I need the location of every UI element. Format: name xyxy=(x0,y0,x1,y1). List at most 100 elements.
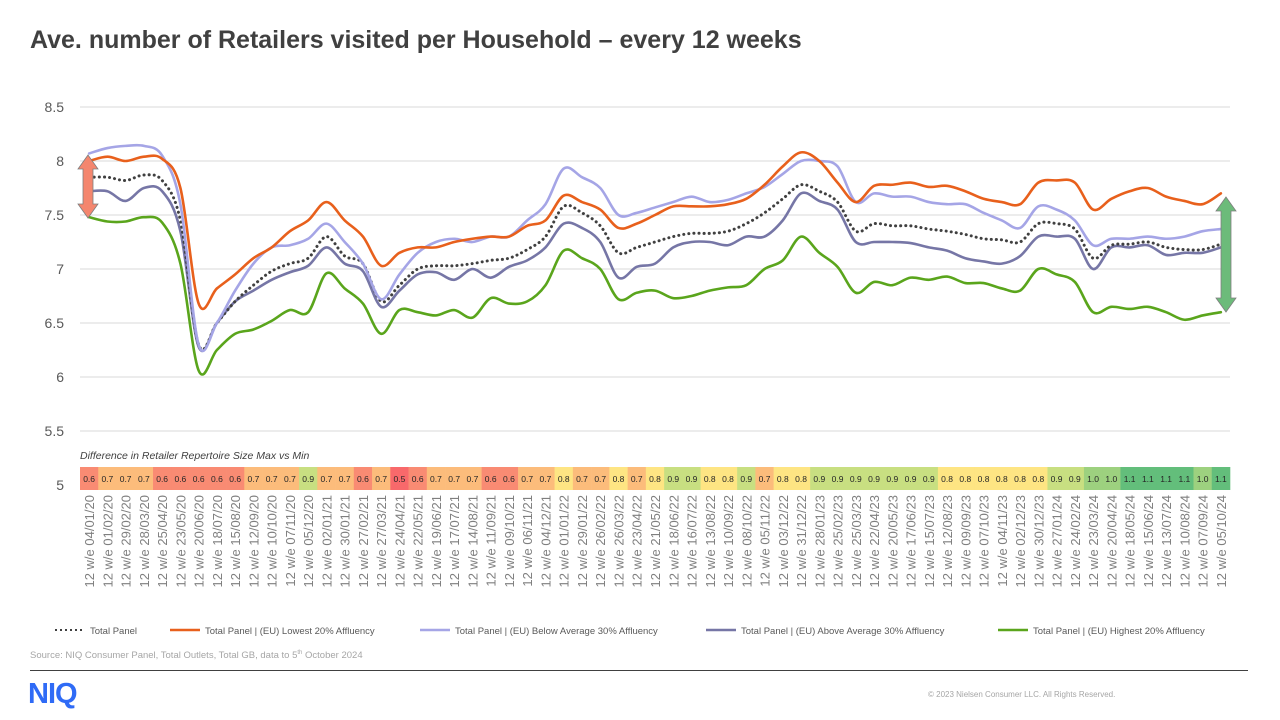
heatmap-value: 0.7 xyxy=(594,474,606,484)
heatmap-value: 0.8 xyxy=(649,474,661,484)
heatmap-cell xyxy=(1065,467,1085,490)
heatmap-cell xyxy=(153,467,172,490)
x-tick-label: 12 w/e 29/01/22 xyxy=(575,495,590,588)
x-tick-label: 12 w/e 18/07/20 xyxy=(210,495,225,588)
heatmap-cell xyxy=(98,467,117,490)
heatmap-cell xyxy=(1175,467,1194,490)
heatmap-cell xyxy=(226,467,245,490)
legend-label: Total Panel | (EU) Above Average 30% Aff… xyxy=(741,626,945,637)
x-tick-label: 12 w/e 28/03/20 xyxy=(137,495,152,588)
heatmap-cell xyxy=(864,467,884,490)
heatmap-value: 0.8 xyxy=(613,474,625,484)
heatmap-cell xyxy=(1211,467,1231,490)
heatmap-cell xyxy=(116,467,136,490)
heatmap-value: 0.7 xyxy=(321,474,333,484)
legend-label: Total Panel | (EU) Below Average 30% Aff… xyxy=(455,626,658,637)
y-tick-label: 6 xyxy=(56,369,64,385)
heatmap-cell xyxy=(1156,467,1176,490)
heatmap-cell xyxy=(335,467,355,490)
x-tick-label: 12 w/e 11/09/21 xyxy=(484,495,499,587)
x-tick-label: 12 w/e 22/04/23 xyxy=(867,495,882,588)
x-tick-label: 12 w/e 26/02/22 xyxy=(593,495,608,588)
y-tick-label: 8 xyxy=(56,153,64,169)
series-line-1 xyxy=(87,150,1223,311)
heatmap-cell xyxy=(280,467,300,490)
x-tick-label: 12 w/e 03/12/22 xyxy=(776,495,791,588)
heatmap-value: 0.8 xyxy=(777,474,789,484)
heatmap-value: 0.5 xyxy=(394,474,406,484)
x-tick-label: 12 w/e 25/04/20 xyxy=(155,495,170,588)
heatmap-value: 0.9 xyxy=(667,474,679,484)
heatmap-cell xyxy=(207,467,227,490)
x-tick-label: 12 w/e 23/04/22 xyxy=(630,495,645,588)
heatmap-cell xyxy=(591,467,610,490)
heatmap-value: 0.6 xyxy=(83,474,95,484)
x-tick-label: 12 w/e 24/02/24 xyxy=(1068,495,1083,588)
heatmap-cell xyxy=(481,467,501,490)
heatmap-value: 0.6 xyxy=(485,474,497,484)
x-tick-label: 12 w/e 30/01/21 xyxy=(338,495,353,588)
x-tick-label: 12 w/e 05/12/20 xyxy=(301,495,316,588)
heatmap-value: 1.0 xyxy=(1105,474,1117,484)
legend-item: Total Panel | (EU) Above Average 30% Aff… xyxy=(706,626,945,637)
heatmap-cell xyxy=(390,467,409,490)
heatmap-cell xyxy=(572,467,592,490)
x-tick-label: 12 w/e 04/12/21 xyxy=(538,495,553,588)
x-tick-label: 12 w/e 23/05/20 xyxy=(173,495,188,588)
heatmap-cell xyxy=(299,467,318,490)
heatmap-value: 0.9 xyxy=(813,474,825,484)
x-tick-label: 12 w/e 05/10/24 xyxy=(1214,495,1229,588)
heatmap-cell xyxy=(773,467,793,490)
y-tick-label: 7 xyxy=(56,261,64,277)
x-tick-label: 12 w/e 13/08/22 xyxy=(703,495,718,588)
x-tick-label: 12 w/e 22/05/21 xyxy=(411,495,426,588)
heatmap-value: 0.8 xyxy=(996,474,1008,484)
heatmap-value: 0.8 xyxy=(722,474,734,484)
x-tick-label: 12 w/e 17/06/23 xyxy=(904,495,919,588)
heatmap-cell xyxy=(134,467,154,490)
source-tail: October 2024 xyxy=(302,650,363,662)
heatmap-value: 1.1 xyxy=(1142,474,1154,484)
y-axis-ticks: 5 5.5 6 6.5 7 7.5 8 8.5 xyxy=(45,99,65,493)
heatmap-cell xyxy=(846,467,866,490)
heatmap-cell xyxy=(353,467,373,490)
heatmap-value: 0.7 xyxy=(339,474,351,484)
x-tick-label: 12 w/e 18/06/22 xyxy=(666,495,681,588)
source-note: Source: NIQ Consumer Panel, Total Outlet… xyxy=(30,650,363,661)
heatmap-cell xyxy=(1083,467,1103,490)
legend-label: Total Panel | (EU) Highest 20% Affluency xyxy=(1033,626,1205,637)
x-tick-label: 12 w/e 09/09/23 xyxy=(958,495,973,588)
x-tick-label: 12 w/e 19/06/21 xyxy=(429,495,444,588)
x-tick-label: 12 w/e 10/09/22 xyxy=(721,495,736,588)
x-tick-label: 12 w/e 14/08/21 xyxy=(465,495,480,588)
heatmap-cell xyxy=(956,467,975,490)
x-tick-label: 12 w/e 06/11/21 xyxy=(520,495,535,587)
heatmap-cell xyxy=(1193,467,1213,490)
x-tick-label: 12 w/e 10/10/20 xyxy=(265,495,280,588)
heatmap-value: 0.7 xyxy=(631,474,643,484)
x-tick-label: 12 w/e 10/08/24 xyxy=(1177,495,1192,588)
x-tick-label: 12 w/e 25/02/23 xyxy=(831,495,846,588)
gridlines xyxy=(80,106,1230,432)
heatmap-value: 0.8 xyxy=(795,474,807,484)
heatmap-cell xyxy=(1029,467,1048,490)
x-tick-label: 12 w/e 27/03/21 xyxy=(374,495,389,588)
heatmap-cell xyxy=(1010,467,1030,490)
x-tick-label: 12 w/e 01/01/22 xyxy=(557,495,572,588)
legend: Total Panel Total Panel | (EU) Lowest 20%… xyxy=(55,626,1205,637)
heatmap-cell xyxy=(1120,467,1140,490)
heatmap-cell xyxy=(189,467,209,490)
x-tick-label: 12 w/e 26/03/22 xyxy=(611,495,626,588)
x-tick-label: 12 w/e 20/05/23 xyxy=(885,495,900,588)
heatmap-cell xyxy=(518,467,537,490)
x-tick-label: 12 w/e 01/02/20 xyxy=(100,495,115,588)
heatmap-value: 0.7 xyxy=(138,474,150,484)
x-tick-label: 12 w/e 23/03/24 xyxy=(1086,495,1101,588)
y-tick-label: 5 xyxy=(56,477,64,493)
heatmap-value: 1.0 xyxy=(1197,474,1209,484)
series-line-3 xyxy=(87,185,1223,352)
heatmap-cell xyxy=(664,467,683,490)
heatmap-value: 0.7 xyxy=(247,474,259,484)
x-tick-label: 12 w/e 20/04/24 xyxy=(1104,495,1119,588)
